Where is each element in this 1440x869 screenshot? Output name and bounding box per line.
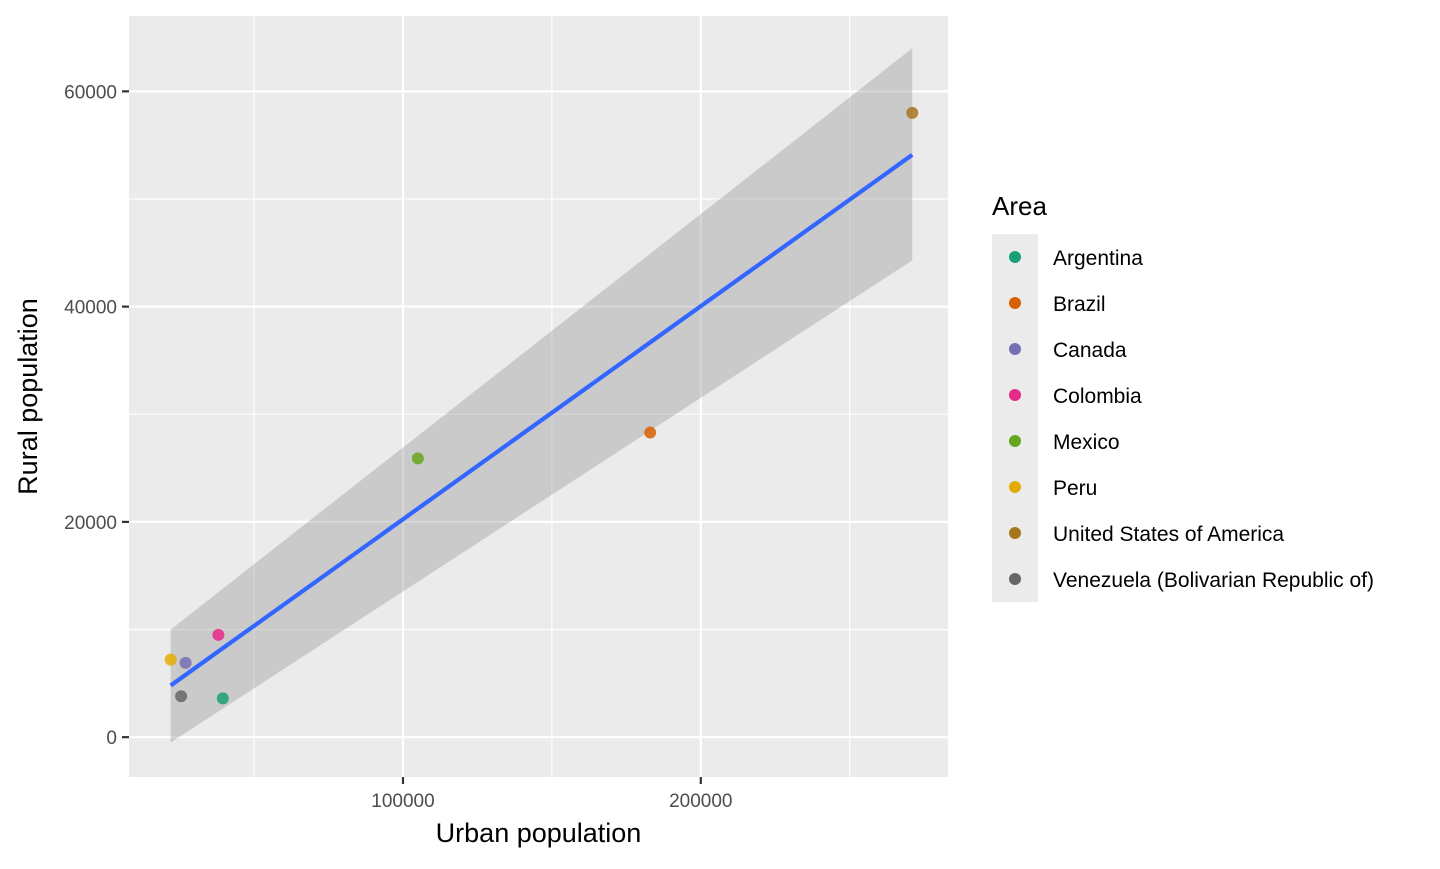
data-point-united-states-of-america — [906, 106, 919, 119]
x-tick-label: 100000 — [371, 791, 434, 812]
legend-key — [1009, 573, 1021, 585]
x-axis-title: Urban population — [436, 818, 642, 848]
legend-key — [1009, 389, 1021, 401]
legend-label: Brazil — [1053, 293, 1106, 316]
confidence-band-layer — [170, 48, 913, 743]
data-point-mexico — [411, 452, 424, 465]
plot-panel — [129, 16, 948, 777]
legend-label: Venezuela (Bolivarian Republic of) — [1053, 569, 1374, 592]
legend-label: Argentina — [1053, 247, 1143, 270]
confidence-band — [170, 48, 913, 743]
data-point-brazil — [644, 426, 657, 439]
legend-label: United States of America — [1053, 523, 1284, 546]
data-points-layer — [164, 106, 919, 705]
legend-key — [1009, 527, 1021, 539]
legend-label: Mexico — [1053, 431, 1120, 454]
legend: Area Argentina Brazil Canada Colombia Mexico… — [992, 191, 1374, 602]
data-point-colombia — [212, 628, 225, 641]
data-point-peru — [164, 653, 177, 666]
legend-key-background — [992, 234, 1038, 602]
legend-key — [1009, 435, 1021, 447]
legend-key — [1009, 251, 1021, 263]
y-tick-label: 0 — [106, 728, 117, 749]
legend-items: Argentina Brazil Canada Colombia Mexico Peru U… — [1009, 247, 1374, 592]
x-axis: 100000 200000 — [371, 777, 733, 812]
legend-label: Canada — [1053, 339, 1127, 362]
legend-title: Area — [992, 191, 1047, 221]
legend-label: Peru — [1053, 477, 1097, 500]
y-tick-label: 40000 — [64, 298, 117, 319]
legend-key — [1009, 343, 1021, 355]
x-tick-label: 200000 — [669, 791, 732, 812]
y-axis: 0 20000 40000 60000 — [64, 82, 129, 749]
legend-key — [1009, 297, 1021, 309]
regression-line — [169, 153, 914, 688]
legend-key — [1009, 481, 1021, 493]
major-gridlines — [129, 16, 948, 777]
data-point-canada — [179, 656, 192, 669]
y-tick-label: 60000 — [64, 82, 117, 103]
y-tick-label: 20000 — [64, 513, 117, 534]
data-point-venezuela-bolivarian-republic-of — [175, 690, 188, 703]
minor-gridlines — [129, 16, 948, 777]
y-axis-title: Rural population — [13, 298, 43, 495]
fit-line-layer — [169, 153, 914, 688]
data-point-argentina — [216, 692, 229, 705]
legend-label: Colombia — [1053, 385, 1142, 408]
